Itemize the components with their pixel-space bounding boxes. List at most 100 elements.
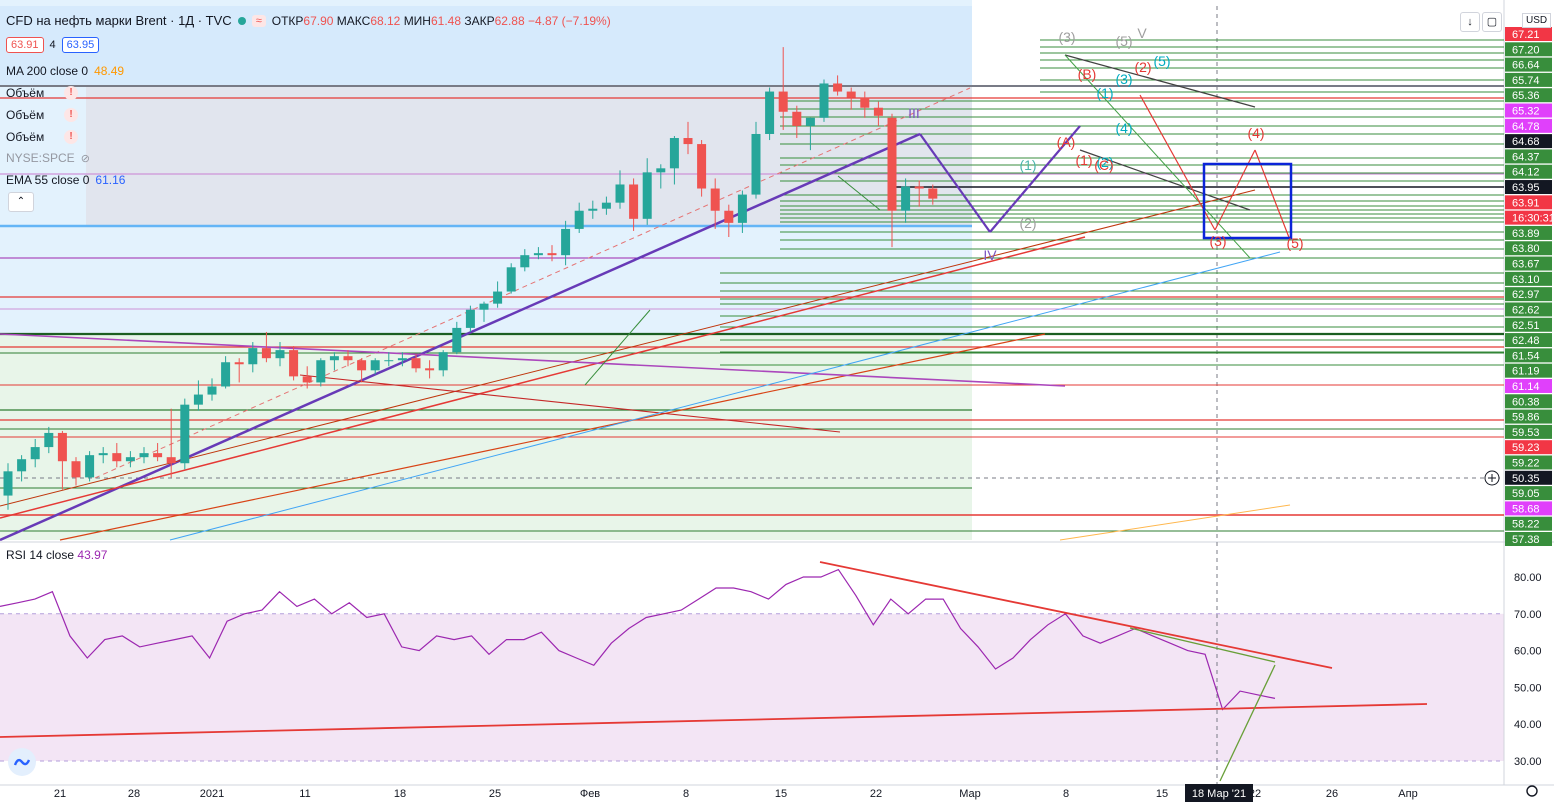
price-label-text: 57.38 — [1512, 534, 1540, 546]
price-label: 62.97 — [1505, 287, 1552, 302]
time-tick: 25 — [489, 788, 501, 800]
settings-button — [1526, 785, 1538, 797]
candle-body — [493, 291, 503, 304]
rsi-tick: 60.00 — [1514, 646, 1542, 658]
close-label: ЗАКР — [464, 13, 495, 28]
ask-price[interactable]: 63.95 — [61, 37, 100, 53]
price-label-bg — [1505, 118, 1552, 133]
candle — [153, 443, 163, 462]
price-label: 59.53 — [1505, 424, 1552, 439]
candle — [71, 457, 81, 486]
price-label-bg — [1505, 42, 1552, 57]
price-label: 63.91 — [1505, 195, 1552, 210]
candle-body — [860, 97, 870, 108]
candle-body — [3, 471, 13, 496]
indicator-ema55[interactable]: EMA 55 close 0 61.16 — [6, 173, 125, 187]
price-axis[interactable]: 67.21 67.20 66.64 65.74 65.36 65.32 64.78 64.68… — [1505, 27, 1554, 768]
collapse-legend-button[interactable]: ⌃ — [8, 192, 34, 212]
candle-body — [438, 352, 448, 371]
candle — [30, 439, 40, 468]
candle-body — [751, 133, 761, 195]
candle-body — [139, 453, 149, 458]
price-label-text: 16:30:31 — [1512, 213, 1554, 225]
candle — [465, 305, 475, 332]
selection-rectangle — [1202, 162, 1293, 240]
symbol-header: CFD на нефть марки Brent · 1Д · TVC ≈ ОТ… — [6, 13, 611, 28]
candle — [370, 358, 380, 375]
indicator-ma200[interactable]: MA 200 close 0 48.49 — [6, 64, 124, 78]
rsi-legend[interactable]: RSI 14 close 43.97 — [6, 548, 107, 562]
rsi-green-line — [1219, 664, 1276, 782]
price-label-bg — [1505, 287, 1552, 302]
candle — [656, 164, 666, 189]
candle — [438, 350, 448, 377]
candle-body — [289, 350, 299, 377]
indicator-spce[interactable]: NYSE:SPCE ⊘ — [6, 151, 90, 165]
price-label-bg — [1505, 486, 1552, 501]
price-label: 67.20 — [1505, 42, 1552, 57]
candle — [873, 101, 883, 126]
price-label-bg — [1505, 149, 1552, 164]
price-label: 65.36 — [1505, 88, 1552, 103]
price-label: 64.12 — [1505, 164, 1552, 179]
scroll-down-button[interactable]: ↓ — [1460, 12, 1480, 32]
time-tick: 28 — [128, 788, 140, 800]
price-label: 67.21 — [1505, 27, 1552, 41]
candle — [887, 113, 897, 248]
indicator-volume-3[interactable]: Объём ! — [6, 130, 78, 144]
candle-body — [697, 144, 707, 189]
wave-label: (A) — [1057, 134, 1076, 150]
price-label-text: 67.21 — [1512, 29, 1540, 41]
indicator-volume-2[interactable]: Объём ! — [6, 108, 78, 122]
warning-icon[interactable]: ! — [64, 130, 78, 144]
candle-body — [520, 255, 530, 268]
candle — [805, 117, 815, 151]
tradingview-logo[interactable] — [8, 748, 36, 776]
rsi-line — [0, 568, 1276, 711]
ema55 — [169, 251, 1281, 541]
price-label-bg — [1505, 363, 1552, 378]
currency-label[interactable]: USD — [1522, 13, 1552, 28]
warning-icon[interactable]: ! — [64, 108, 78, 122]
candle — [112, 443, 122, 468]
rsi-tick: 40.00 — [1514, 719, 1542, 731]
price-label-text: 59.23 — [1512, 442, 1540, 454]
wave-label: (4) — [1115, 120, 1132, 136]
wave-label: V — [1137, 25, 1147, 41]
price-label: 58.68 — [1505, 501, 1552, 516]
candle — [343, 350, 353, 367]
candle-body — [724, 210, 734, 223]
trend-green — [1064, 54, 1251, 259]
warning-icon[interactable]: ! — [64, 86, 78, 100]
wave-label: (C) — [1094, 157, 1113, 173]
candle-body — [329, 356, 339, 361]
bid-price[interactable]: 63.91 — [6, 37, 44, 53]
rsi-tick: 70.00 — [1514, 609, 1542, 621]
symbol-title[interactable]: CFD на нефть марки Brent · 1Д · TVC — [6, 13, 232, 28]
indicator-volume-1[interactable]: Объём ! — [6, 86, 78, 100]
wave-label: (B) — [1078, 66, 1097, 82]
price-label-text: 65.74 — [1512, 75, 1540, 87]
trend-red-3 — [0, 189, 1256, 507]
maximize-button[interactable]: ▢ — [1482, 12, 1502, 32]
eye-hidden-icon[interactable]: ⊘ — [80, 152, 90, 165]
indicator-name: MA 200 close 0 — [6, 64, 89, 78]
price-label-text: 64.68 — [1512, 136, 1540, 148]
wave-icon[interactable]: ≈ — [251, 14, 266, 27]
candle-body — [248, 348, 258, 365]
candle-body — [411, 358, 421, 369]
price-label-bg — [1505, 180, 1552, 195]
high-value: 68.12 — [370, 13, 401, 28]
price-label-bg — [1505, 271, 1552, 286]
candle — [561, 220, 571, 266]
gear-icon — [1526, 785, 1538, 797]
candle-body — [547, 253, 557, 256]
candle — [765, 87, 775, 141]
candle-body — [221, 362, 231, 387]
wave-label: (4) — [1247, 125, 1264, 141]
price-label: 62.48 — [1505, 333, 1552, 348]
low-value: 61.48 — [430, 13, 462, 28]
wave-label: (1) — [1075, 152, 1092, 168]
